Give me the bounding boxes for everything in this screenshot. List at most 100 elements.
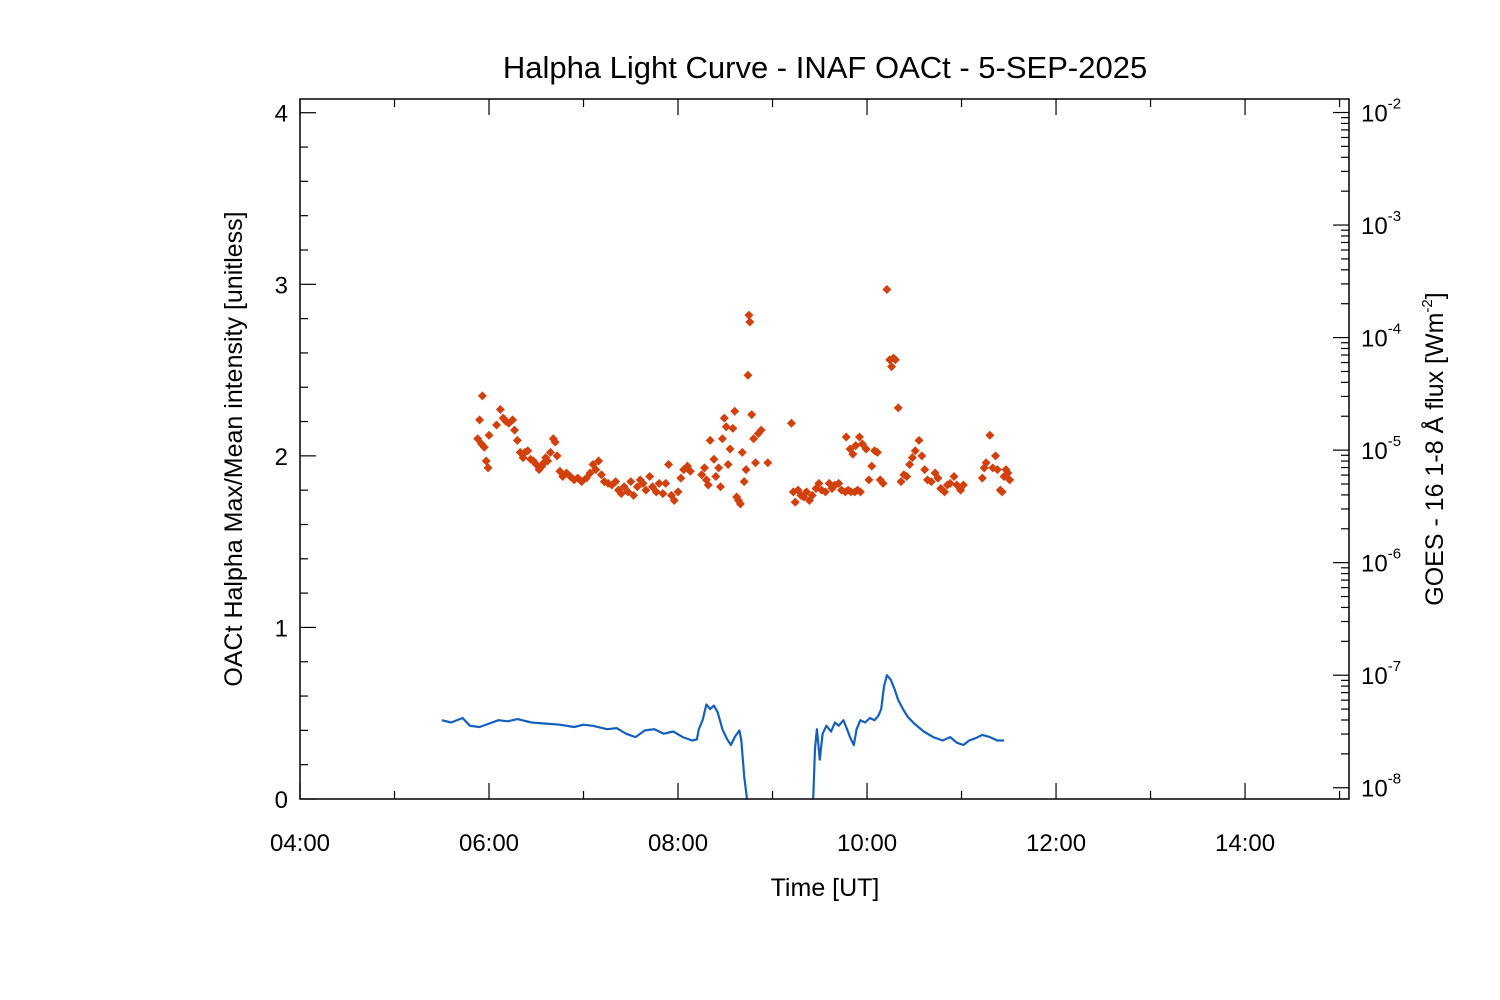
halpha-point [747, 410, 757, 420]
x-axis-label: Time [UT] [771, 874, 880, 902]
x-tick-label: 04:00 [270, 830, 330, 857]
halpha-point [756, 425, 766, 435]
halpha-point [638, 478, 648, 488]
halpha-point [814, 478, 824, 488]
y-right-tick-label: 10-7 [1361, 658, 1401, 690]
halpha-point [504, 418, 514, 428]
halpha-point [848, 449, 858, 459]
halpha-point [997, 487, 1007, 497]
halpha-point [737, 447, 747, 457]
y-right-tick-exp: -8 [1388, 771, 1401, 788]
y-right-tick-base: 10 [1361, 101, 1388, 128]
y-right-tick-base: 10 [1361, 776, 1388, 803]
halpha-point [629, 490, 639, 500]
halpha-point [882, 284, 892, 294]
halpha-point [864, 475, 874, 485]
y-right-tick-exp: -6 [1388, 546, 1401, 563]
halpha-point [673, 487, 683, 497]
y-axis-label-right-close: ] [1421, 292, 1449, 299]
halpha-point [594, 456, 604, 466]
halpha-point [716, 482, 726, 492]
halpha-point [641, 485, 651, 495]
y-right-tick-exp: -2 [1388, 96, 1401, 113]
x-tick-label: 06:00 [459, 830, 519, 857]
halpha-point [481, 456, 491, 466]
halpha-point [611, 477, 621, 487]
halpha-point [735, 499, 745, 509]
halpha-point [920, 465, 930, 475]
halpha-point [632, 482, 642, 492]
x-tick-label: 08:00 [648, 830, 708, 857]
halpha-point [596, 470, 606, 480]
y-axis-label-right: GOES - 16 1-8 Å flux [Wm-2] [1419, 292, 1449, 605]
halpha-point [728, 423, 738, 433]
halpha-point [591, 465, 601, 475]
halpha-point [743, 370, 753, 380]
halpha-point [854, 432, 864, 442]
halpha-point [940, 487, 950, 497]
halpha-point [714, 463, 724, 473]
halpha-point [977, 473, 987, 483]
halpha-point [717, 434, 727, 444]
x-tick-label: 10:00 [837, 830, 897, 857]
halpha-point [741, 465, 751, 475]
halpha-point [552, 451, 562, 461]
halpha-point [550, 437, 560, 447]
halpha-point [786, 418, 796, 428]
halpha-point [658, 489, 668, 499]
halpha-point [896, 477, 906, 487]
halpha-point [661, 478, 671, 488]
axis-ticks [299, 99, 1349, 800]
halpha-point [981, 458, 991, 468]
halpha-point [855, 487, 865, 497]
halpha-point [705, 435, 715, 445]
y-right-tick-base: 10 [1361, 663, 1388, 690]
halpha-point [699, 463, 709, 473]
halpha-point [893, 403, 903, 413]
halpha-point [851, 441, 861, 451]
y-right-tick-label: 10-8 [1361, 771, 1401, 803]
y-right-tick-base: 10 [1361, 213, 1388, 240]
y-left-tick-label: 3 [275, 272, 288, 299]
y-right-tick-base: 10 [1361, 326, 1388, 353]
halpha-point [483, 463, 493, 473]
halpha-point [902, 471, 912, 481]
halpha-point [651, 487, 661, 497]
halpha-point [887, 362, 897, 372]
halpha-point [723, 459, 733, 469]
halpha-point [1005, 475, 1015, 485]
plot-frame [299, 98, 1350, 800]
halpha-point [933, 473, 943, 483]
goes-flux-line [812, 674, 1005, 800]
y-right-tick-exp: -7 [1388, 658, 1401, 675]
halpha-point [543, 456, 553, 466]
halpha-point [495, 405, 505, 415]
y-axis-label-right-sup: -2 [1419, 299, 1436, 312]
y-right-tick-label: 10-6 [1361, 546, 1401, 578]
y-right-tick-label: 10-3 [1361, 208, 1401, 240]
y-right-tick-label: 10-5 [1361, 433, 1401, 465]
halpha-point [654, 478, 664, 488]
y-left-tick-label: 0 [275, 787, 288, 814]
halpha-point [745, 317, 755, 327]
halpha-point [510, 425, 520, 435]
halpha-point [664, 459, 674, 469]
halpha-point [484, 430, 494, 440]
halpha-point [905, 459, 915, 469]
halpha-point [721, 422, 731, 432]
halpha-point [914, 435, 924, 445]
halpha-point [790, 497, 800, 507]
halpha-point [763, 458, 773, 468]
y-left-tick-label: 1 [275, 615, 288, 642]
halpha-point [479, 442, 489, 452]
halpha-point [820, 487, 830, 497]
chart-title: Halpha Light Curve - INAF OACt - 5-SEP-2… [503, 50, 1147, 85]
halpha-point [907, 453, 917, 463]
halpha-point [992, 465, 1002, 475]
halpha-point [477, 391, 487, 401]
halpha-point [585, 468, 595, 478]
y-right-tick-base: 10 [1361, 438, 1388, 465]
halpha-point [523, 446, 533, 456]
